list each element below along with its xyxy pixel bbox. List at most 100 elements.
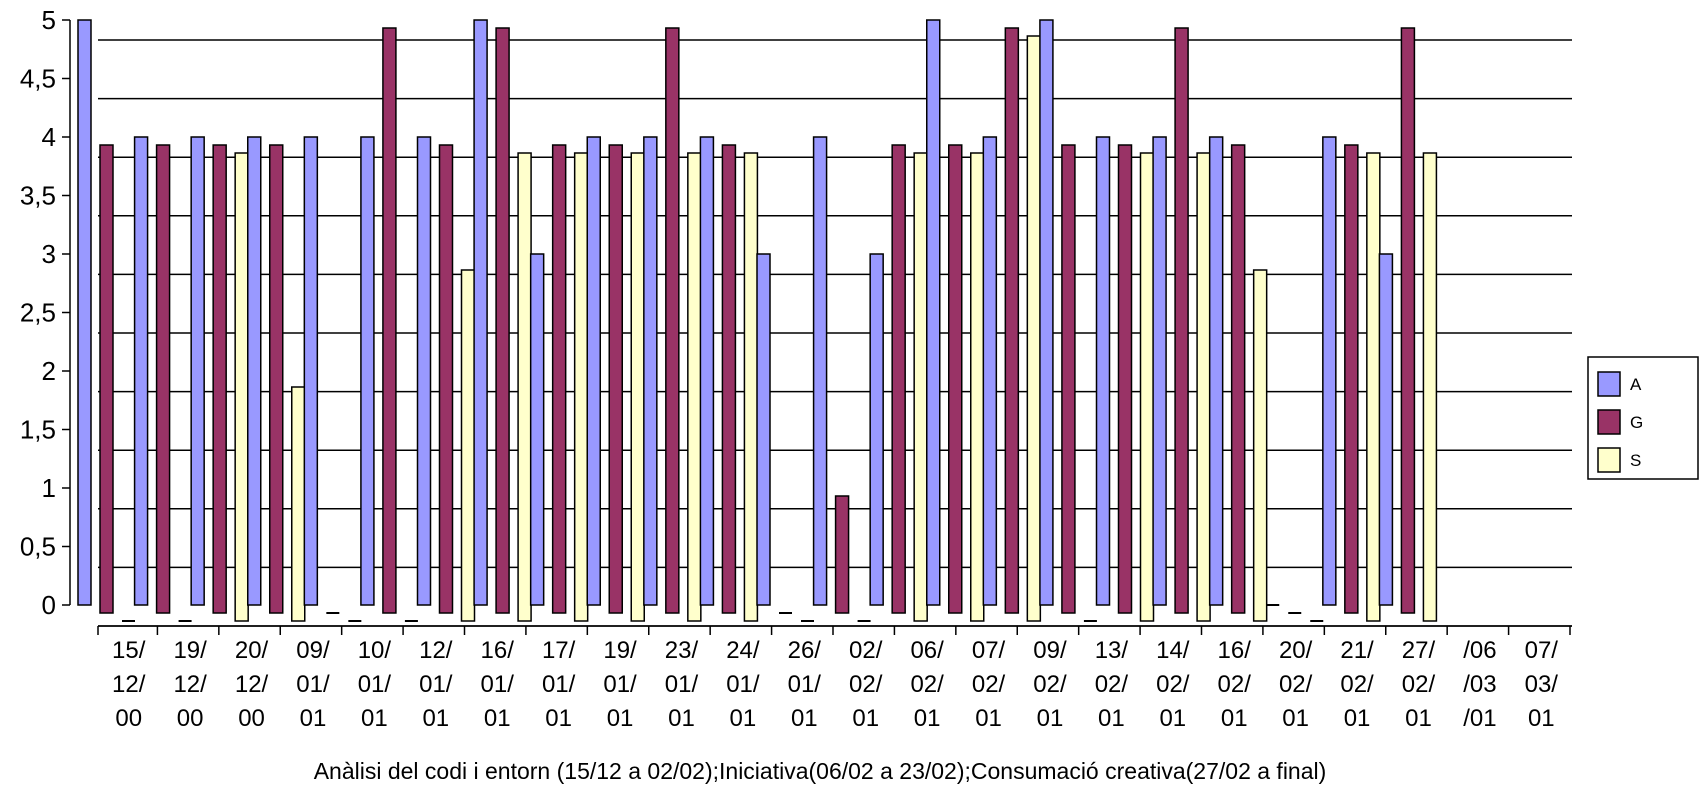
x-tick-label: 06/ — [910, 637, 944, 664]
x-tick-label: 17/ — [542, 637, 576, 664]
bar-a — [926, 19, 941, 606]
bar-a — [869, 253, 884, 606]
bar-a — [586, 136, 601, 606]
legend-label-a: A — [1630, 375, 1642, 394]
bar-s — [1196, 152, 1211, 622]
bar-g — [155, 144, 171, 614]
x-tick-label: 01/ — [358, 671, 392, 698]
bar-g — [438, 144, 454, 614]
x-tick-label: 12/ — [235, 671, 269, 698]
bar-g — [1174, 27, 1189, 614]
y-tick-label: 2 — [42, 356, 56, 386]
x-tick-label: 10/ — [358, 637, 392, 664]
bar-a — [982, 136, 998, 606]
x-tick-label: 01 — [791, 705, 818, 732]
x-tick-label: 02/ — [1340, 671, 1374, 698]
x-tick-label: 19/ — [603, 637, 637, 664]
x-tick-label: 21/ — [1340, 637, 1374, 664]
bar-s — [970, 152, 985, 622]
x-tick-label: 01 — [1528, 705, 1555, 732]
bar-a — [416, 136, 432, 606]
x-tick-label: 16/ — [481, 637, 515, 664]
x-tick-label: 01 — [1221, 705, 1248, 732]
bar-a — [360, 136, 375, 606]
x-tick-label: 01 — [1282, 705, 1309, 732]
bar-g — [1230, 144, 1246, 614]
bar-s — [913, 152, 928, 622]
bar-g — [551, 144, 567, 614]
x-tick-label: 01 — [484, 705, 511, 732]
x-tick-label: 01/ — [419, 671, 453, 698]
bar-g — [1004, 27, 1020, 614]
bar-g — [665, 27, 680, 614]
x-tick-label: 00 — [238, 705, 265, 732]
legend-label-g: G — [1630, 413, 1643, 432]
x-tick-label: 12/ — [112, 671, 146, 698]
bar-s — [460, 269, 476, 622]
bar-s — [630, 152, 645, 622]
bar-a — [77, 19, 92, 606]
y-tick-label: 0,5 — [20, 532, 56, 562]
x-tick-label: 01 — [300, 705, 327, 732]
x-tick-label: 02/ — [1402, 671, 1436, 698]
x-tick-label: 02/ — [849, 671, 883, 698]
x-tick-label: 23/ — [665, 637, 699, 664]
bar-g — [891, 144, 906, 614]
x-tick-label: 02/ — [1095, 671, 1129, 698]
bar-a — [1095, 136, 1111, 606]
x-tick-label: 07/ — [972, 637, 1006, 664]
bar-s — [687, 152, 702, 622]
x-tick-label: 13/ — [1095, 637, 1129, 664]
x-tick-label: 27/ — [1402, 637, 1436, 664]
x-tick-label: 01 — [422, 705, 449, 732]
legend-swatch-g — [1597, 409, 1621, 435]
bar-s — [1422, 152, 1438, 622]
bar-a — [190, 136, 205, 606]
y-tick-label: 1 — [42, 473, 56, 503]
x-tick-label: 01 — [545, 705, 572, 732]
x-tick-label: 15/ — [112, 637, 146, 664]
bar-s — [1252, 269, 1268, 622]
x-axis-label: Anàlisi del codi i entorn (15/12 a 02/02… — [314, 758, 1327, 784]
x-tick-label: 09/ — [296, 637, 330, 664]
x-tick-label: 01 — [914, 705, 941, 732]
x-tick-label: 26/ — [788, 637, 822, 664]
x-tick-label: 01/ — [481, 671, 515, 698]
x-tick-label: 01 — [1098, 705, 1125, 732]
y-tick-label: 5 — [42, 5, 56, 35]
x-tick-label: 01 — [668, 705, 695, 732]
x-tick-label: 01/ — [603, 671, 637, 698]
x-tick-label: 24/ — [726, 637, 760, 664]
x-tick-label: 01/ — [542, 671, 576, 698]
bar-a — [473, 19, 488, 606]
bar-s — [573, 152, 589, 622]
bar-s — [291, 386, 306, 622]
y-tick-label: 3 — [42, 239, 56, 269]
x-tick-label: 19/ — [173, 637, 207, 664]
x-tick-label: 16/ — [1218, 637, 1252, 664]
bar-g — [382, 27, 397, 614]
x-tick-label: 01/ — [296, 671, 330, 698]
x-tick-label: 00 — [177, 705, 204, 732]
x-tick-label: 01 — [975, 705, 1002, 732]
bar-a — [1039, 19, 1054, 606]
bar-a — [756, 253, 771, 606]
y-tick-label: 2,5 — [20, 298, 56, 328]
legend-swatch-s — [1597, 447, 1621, 473]
y-tick-label: 4 — [42, 122, 56, 152]
x-tick-label: 00 — [115, 705, 142, 732]
y-tick-label: 3,5 — [20, 181, 56, 211]
bar-g — [1061, 144, 1076, 614]
bar-a — [133, 136, 149, 606]
x-tick-label: 01 — [852, 705, 879, 732]
x-tick-label: /03 — [1463, 671, 1496, 698]
x-tick-label: 02/ — [1033, 671, 1067, 698]
y-tick-label: 1,5 — [20, 415, 56, 445]
bar-a — [812, 136, 828, 606]
y-tick-label: 4,5 — [20, 64, 56, 94]
bar-a — [643, 136, 658, 606]
x-tick-label: 20/ — [235, 637, 269, 664]
bar-s — [517, 152, 532, 622]
x-tick-label: 12/ — [173, 671, 207, 698]
x-tick-label: 01/ — [726, 671, 760, 698]
